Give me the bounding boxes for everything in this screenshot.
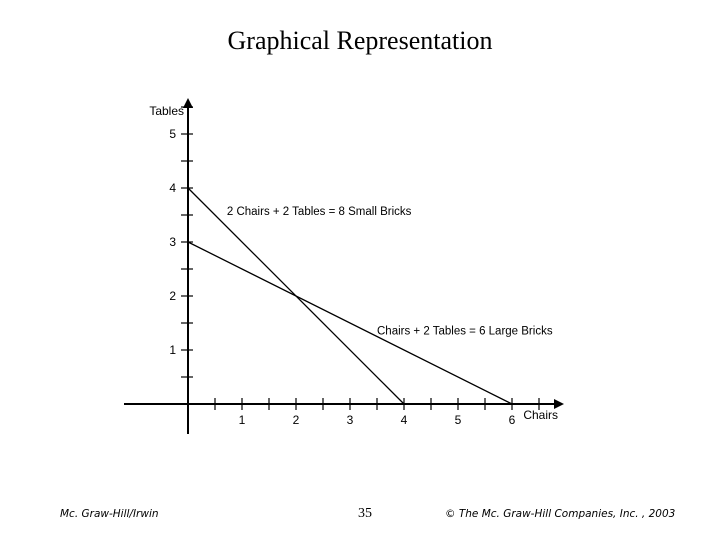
chart-labels: 1 2 3 4 5 6 1 2 3 4 5 Chairs Tables 2 Chairs + 2 Tabl… [149,104,558,427]
y-tick-label: 3 [169,235,176,249]
series-label-1: 2 Chairs + 2 Tables = 8 Small Bricks [227,206,412,218]
slide-title: Graphical Representation [227,26,493,55]
x-tick-label: 1 [239,413,246,427]
page-number: 35 [358,506,372,521]
x-axis-arrow [554,399,564,409]
x-tick-label: 2 [293,413,300,427]
series-label-2: Chairs + 2 Tables = 6 Large Bricks [377,325,553,337]
x-axis-label: Chairs [523,408,558,422]
y-tick-label: 2 [169,289,176,303]
y-axis-arrow [183,98,193,108]
series-line-2 [187,241,513,405]
y-tick-label: 4 [169,181,176,195]
chart-axes [124,98,564,434]
x-tick-label: 4 [401,413,408,427]
chart-series [187,187,513,405]
x-tick-label: 5 [455,413,462,427]
footer-copyright: © The Mc. Graw-Hill Companies, Inc. , 20… [445,508,676,520]
footer-publisher: Mc. Graw-Hill/Irwin [60,508,159,520]
y-axis-label: Tables [149,104,184,118]
x-tick-label: 6 [509,413,516,427]
y-tick-label: 1 [169,343,176,357]
y-tick-label: 5 [169,127,176,141]
x-tick-label: 3 [347,413,354,427]
